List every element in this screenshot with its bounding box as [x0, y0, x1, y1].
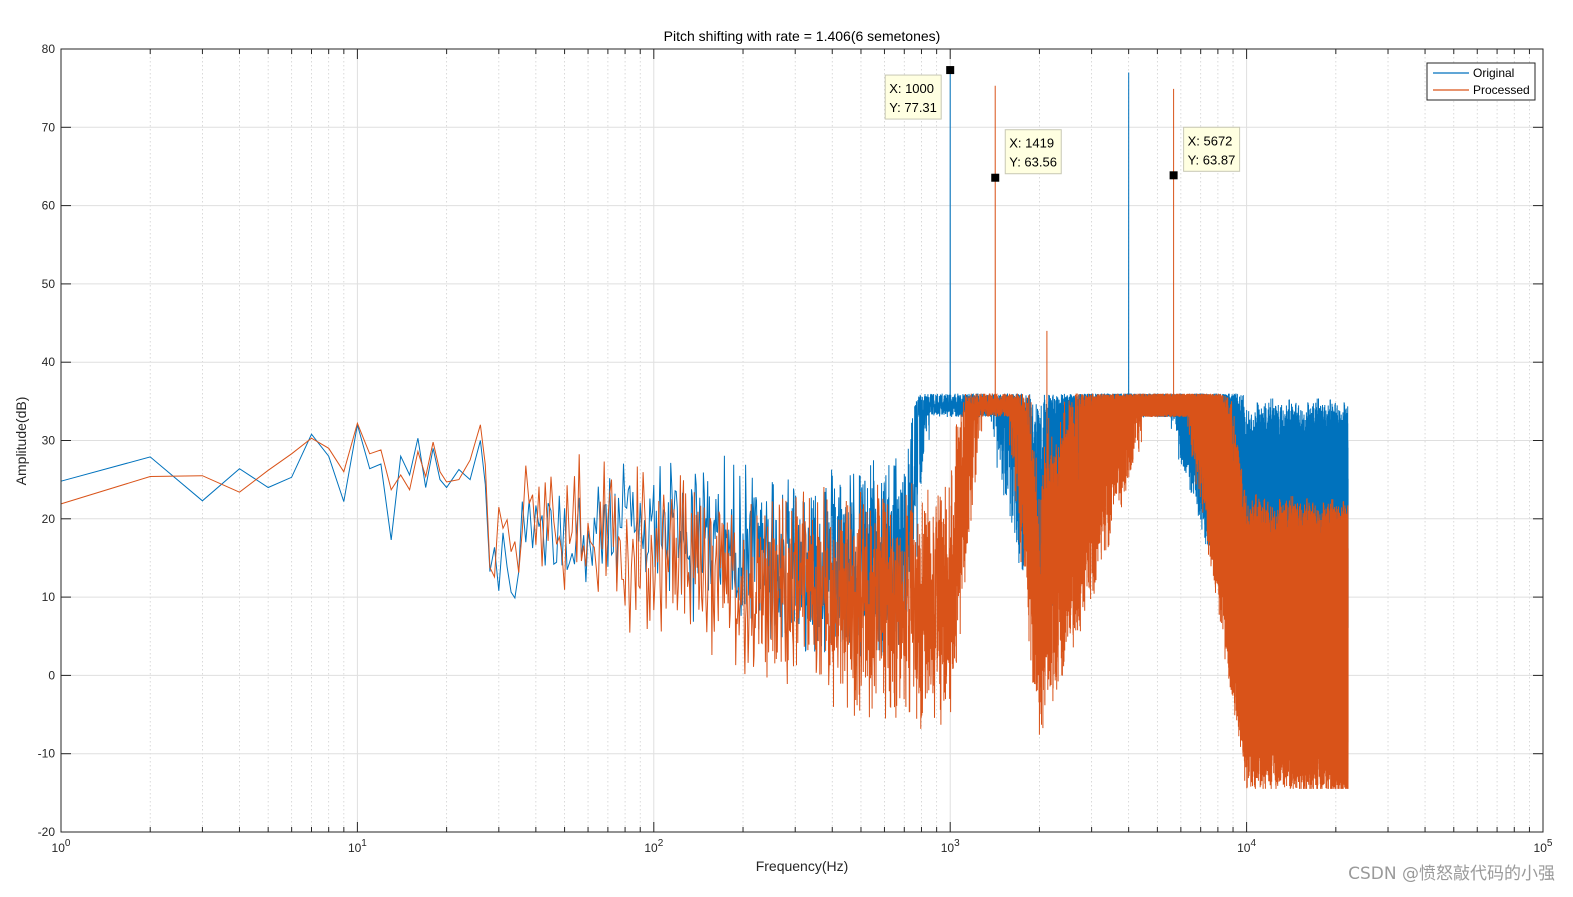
x-tick-label: 105: [1534, 838, 1553, 855]
chart-title: Pitch shifting with rate = 1.406(6 semet…: [664, 28, 941, 44]
data-tip-y-label: Y: 77.31: [889, 100, 937, 115]
y-tick-label: 0: [48, 668, 55, 682]
data-tip: X: 5672 Y: 63.87: [1169, 126, 1241, 180]
data-tip-y-label: Y: 63.56: [1009, 155, 1057, 170]
y-tick-label: 70: [42, 120, 56, 134]
legend-label-original: Original: [1473, 66, 1514, 80]
x-tick-base: 10: [348, 841, 362, 855]
x-tick-base: 10: [1237, 841, 1251, 855]
y-tick-label: -20: [38, 825, 56, 839]
data-tip-box: [1183, 126, 1241, 172]
x-tick-label: 102: [644, 838, 663, 855]
y-axis-title: Amplitude(dB): [13, 397, 29, 486]
x-tick-exponent: 0: [65, 838, 71, 849]
data-tip-x-label: X: 1000: [889, 81, 934, 96]
x-axis-title: Frequency(Hz): [756, 858, 849, 874]
data-tip-box: [1004, 129, 1062, 175]
legend-box: [1426, 62, 1536, 101]
y-tick-label: 30: [42, 434, 56, 448]
y-tick-label: 80: [42, 42, 56, 56]
y-tick-label: 20: [42, 512, 56, 526]
watermark: CSDN @愤怒敲代码的小强: [1348, 864, 1555, 884]
data-tip: X: 1000 Y: 77.31: [884, 66, 955, 120]
data-tip: X: 1419 Y: 63.56: [991, 129, 1062, 182]
data-tip-x-label: X: 5672: [1188, 133, 1233, 148]
y-tick-label: 40: [42, 355, 56, 369]
series-line-processed: [60, 85, 1349, 789]
y-tick-label: 60: [42, 199, 56, 213]
x-tick-base: 10: [644, 841, 658, 855]
y-tick-label: -10: [38, 747, 56, 761]
x-tick-label: 103: [941, 838, 960, 855]
x-tick-base: 10: [52, 841, 66, 855]
y-tick-label: 10: [42, 590, 56, 604]
x-tick-label: 101: [348, 838, 367, 855]
x-tick-base: 10: [941, 841, 955, 855]
x-tick-exponent: 5: [1547, 838, 1553, 849]
data-tip-marker: [991, 173, 1000, 182]
y-tick-label: 50: [42, 277, 56, 291]
data-tip-marker: [1169, 171, 1178, 180]
data-tip-marker: [946, 66, 955, 75]
x-tick-exponent: 3: [954, 838, 960, 849]
data-tip-x-label: X: 1419: [1009, 136, 1054, 151]
x-tick-exponent: 2: [658, 838, 664, 849]
data-tip-y-label: Y: 63.87: [1188, 152, 1236, 167]
x-tick-label: 100: [52, 838, 71, 855]
x-tick-base: 10: [1534, 841, 1548, 855]
data-tip-box: [884, 74, 942, 120]
x-tick-exponent: 1: [361, 838, 367, 849]
legend-label-processed: Processed: [1473, 83, 1530, 97]
x-tick-label: 104: [1237, 838, 1256, 855]
x-tick-exponent: 4: [1250, 838, 1256, 849]
